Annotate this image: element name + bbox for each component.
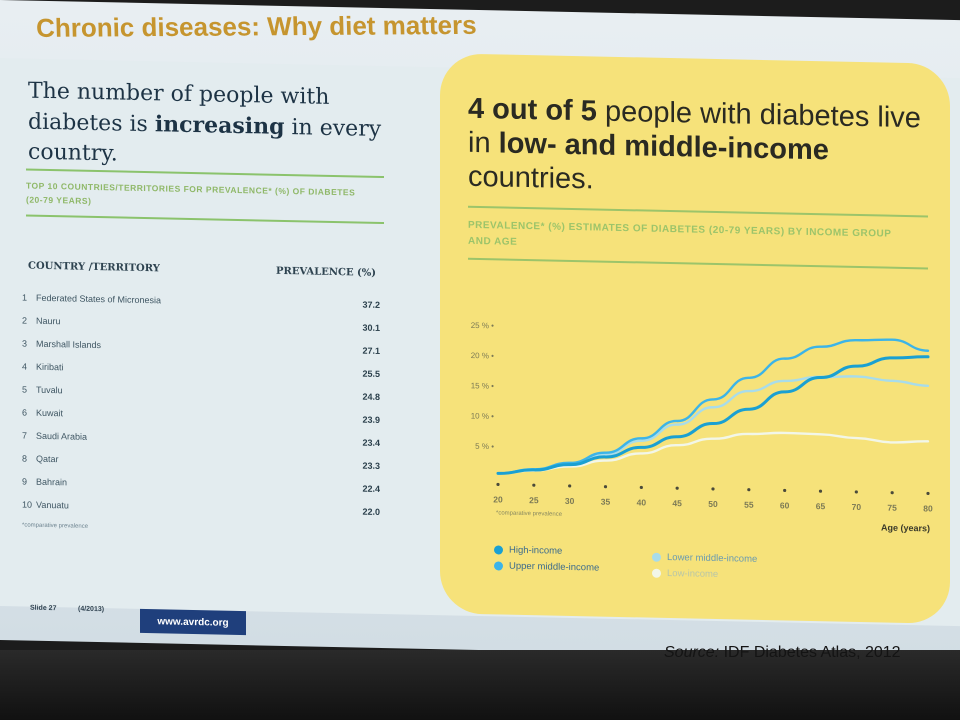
source-text: IDF Diabetes Atlas, 2012 <box>723 644 901 661</box>
series-line-high-income <box>496 355 930 475</box>
source-citation: Source: IDF Diabetes Atlas, 2012 <box>664 644 901 662</box>
x-tick-label: 70 <box>852 502 862 512</box>
slide-date: (4/2013) <box>78 605 105 614</box>
x-tick-label: 80 <box>923 503 933 513</box>
y-tick-label: 5 % • <box>475 442 494 451</box>
x-tick-label: 75 <box>887 503 897 513</box>
x-tick-label: 25 <box>529 495 539 505</box>
prevalence-line-chart: 5 % • 10 % • 15 % • 20 % • 25 % • 20 25 30 35 40 4… <box>471 321 933 534</box>
x-axis-dot <box>926 491 930 496</box>
x-axis-dot <box>711 487 715 491</box>
y-tick-label: 20 % • <box>471 351 494 360</box>
x-tick-label: 20 <box>493 494 503 504</box>
legend-upper-middle-income: Upper middle-income <box>494 560 600 574</box>
legend-high-income: High-income <box>494 544 563 557</box>
website-link[interactable]: www.avrdc.org <box>140 608 246 636</box>
x-tick-label: 65 <box>816 501 826 511</box>
legend-swatch <box>652 552 661 562</box>
legend-label: High-income <box>509 544 563 557</box>
x-tick-label: 45 <box>672 498 682 508</box>
x-axis-dot <box>532 483 536 487</box>
legend-label: Lower middle-income <box>667 551 758 565</box>
legend-label: Low-income <box>667 567 719 581</box>
slide-number: Slide 27 <box>30 604 57 613</box>
projection-screen: Chronic diseases: Why diet matters The n… <box>0 0 960 661</box>
x-axis-dot <box>747 488 751 492</box>
legend-label: Upper middle-income <box>509 560 600 574</box>
x-axis-dot <box>675 486 679 490</box>
series-line-low-income <box>496 431 930 475</box>
x-axis-dot <box>783 488 787 493</box>
x-tick-label: 60 <box>780 500 790 510</box>
x-axis-dot <box>496 482 500 487</box>
x-tick-label: 40 <box>637 497 647 507</box>
x-tick-label: 30 <box>565 496 575 506</box>
x-axis-title: Age (years) <box>881 522 930 533</box>
y-tick-label: 10 % • <box>471 411 494 420</box>
source-label: Source: <box>664 644 720 661</box>
legend-swatch <box>494 561 503 571</box>
y-tick-label: 25 % • <box>471 321 494 330</box>
series-line-upper-middle-income <box>496 338 930 475</box>
legend-low-income: Low-income <box>652 568 718 580</box>
x-axis-dot <box>568 484 572 488</box>
x-axis-dot <box>603 485 608 489</box>
x-axis-dot <box>639 485 643 490</box>
room-floor <box>0 650 960 720</box>
legend-swatch <box>494 545 503 555</box>
legend-swatch <box>652 568 661 578</box>
x-axis-dot <box>854 490 858 494</box>
x-axis-dot <box>890 491 894 495</box>
legend-lower-middle-income: Lower middle-income <box>652 552 757 565</box>
y-tick-label: 15 % • <box>471 381 494 390</box>
x-axis-dot <box>818 489 823 493</box>
x-tick-label: 55 <box>744 500 754 510</box>
x-tick-label: 50 <box>708 499 718 509</box>
x-tick-label: 35 <box>601 497 611 507</box>
